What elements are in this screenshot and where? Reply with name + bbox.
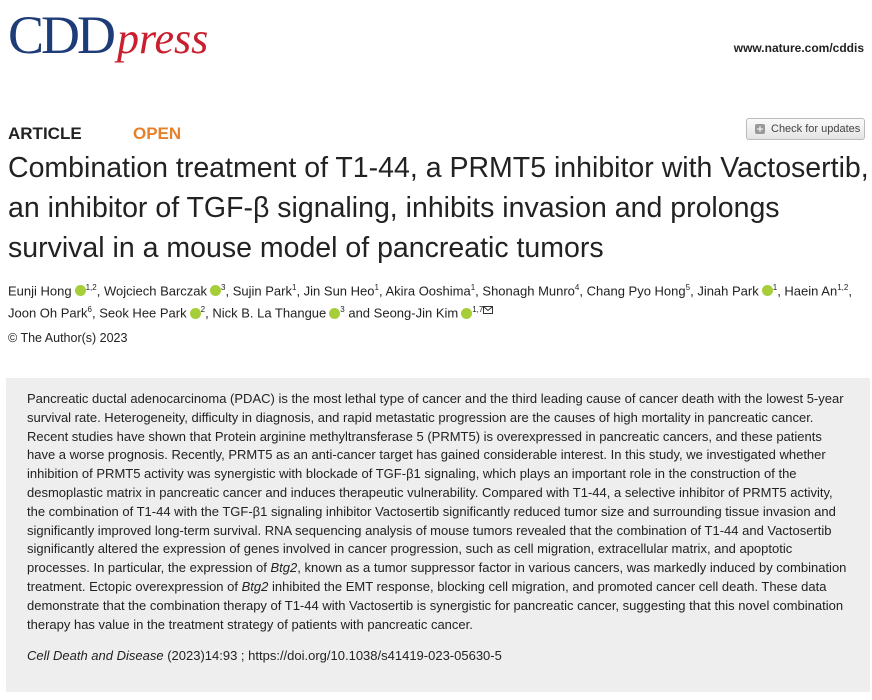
author-name[interactable]: Shonagh Munro — [482, 283, 575, 299]
orcid-icon — [189, 307, 201, 319]
citation-journal: Cell Death and Disease — [27, 648, 164, 664]
check-updates-label: Check for updates — [771, 123, 861, 135]
author-affiliation: 1,2 — [85, 283, 97, 292]
journal-url[interactable]: www.nature.com/cddis — [733, 41, 864, 55]
article-label: ARTICLE — [8, 124, 82, 143]
abstract-text: Btg2 — [241, 578, 269, 594]
author-name[interactable]: Seok Hee Park — [99, 305, 187, 321]
author-name[interactable]: Nick B. La Thangue — [212, 305, 327, 321]
citation: Cell Death and Disease (2023)14:93 ; htt… — [27, 647, 852, 666]
author-affiliation: 1,7 — [472, 305, 484, 315]
update-icon — [755, 124, 765, 134]
abstract-text: , known as a tumor suppressor factor in … — [27, 560, 847, 594]
author-affiliation: 1,2 — [837, 283, 849, 292]
author-name[interactable]: Seong-Jin Kim — [373, 305, 459, 321]
abstract: Pancreatic ductal adenocarcinoma (PDAC) … — [27, 390, 852, 634]
author-affiliation: 1 — [470, 283, 476, 292]
author-affiliation: 3 — [221, 283, 226, 292]
author-affiliation: 1 — [291, 283, 297, 292]
author-affiliation: 6 — [87, 305, 92, 315]
author-name[interactable]: Wojciech Barczak — [103, 283, 208, 299]
citation-details: (2023)14:93 ; https://doi.org/10.1038/s4… — [167, 648, 502, 664]
abstract-text: Btg2 — [270, 560, 298, 576]
abstract-text: Pancreatic ductal adenocarcinoma (PDAC) … — [27, 391, 844, 576]
author-name[interactable]: Eunji Hong — [8, 283, 72, 299]
abstract-text: inhibited the EMT response, blocking cel… — [27, 578, 844, 632]
author-affiliation: 3 — [340, 305, 345, 315]
author-name[interactable]: Chang Pyo Hong — [586, 283, 686, 299]
author-affiliation: 2 — [200, 305, 206, 315]
orcid-icon — [210, 285, 222, 297]
author-affiliation: 5 — [685, 283, 691, 292]
journal-logo[interactable]: CDDpress — [8, 4, 208, 66]
author-name[interactable]: Joon Oh Park — [8, 305, 88, 321]
orcid-icon — [761, 285, 773, 297]
author-list: Eunji Hong 1,2, Wojciech Barczak 3, Sujin … — [8, 283, 852, 321]
author-name[interactable]: Akira Ooshima — [385, 283, 471, 299]
email-icon[interactable] — [483, 305, 494, 314]
check-updates-button[interactable]: Check for updates — [746, 118, 865, 140]
article-title: Combination treatment of T1-44, a PRMT5 … — [8, 152, 869, 264]
abstract-box: Pancreatic ductal adenocarcinoma (PDAC) … — [6, 378, 870, 692]
logo-main: CDD — [8, 5, 116, 65]
orcid-icon — [329, 307, 341, 319]
author-name[interactable]: Jinah Park — [697, 283, 759, 299]
author-name[interactable]: Sujin Park — [232, 283, 292, 299]
author-affiliation: 1 — [772, 283, 778, 292]
open-access: OPEN — [133, 124, 182, 143]
author-affiliation: 1 — [374, 283, 379, 292]
author-conjunction: and — [348, 305, 371, 321]
author-name[interactable]: Haein An — [784, 283, 838, 299]
logo-sub: press — [117, 14, 209, 63]
copyright: © The Author(s) 2023 — [8, 331, 128, 345]
author-affiliation: 4 — [574, 283, 580, 292]
author-name[interactable]: Jin Sun Heo — [303, 283, 375, 299]
orcid-icon — [461, 307, 473, 319]
orcid-icon — [74, 285, 86, 297]
